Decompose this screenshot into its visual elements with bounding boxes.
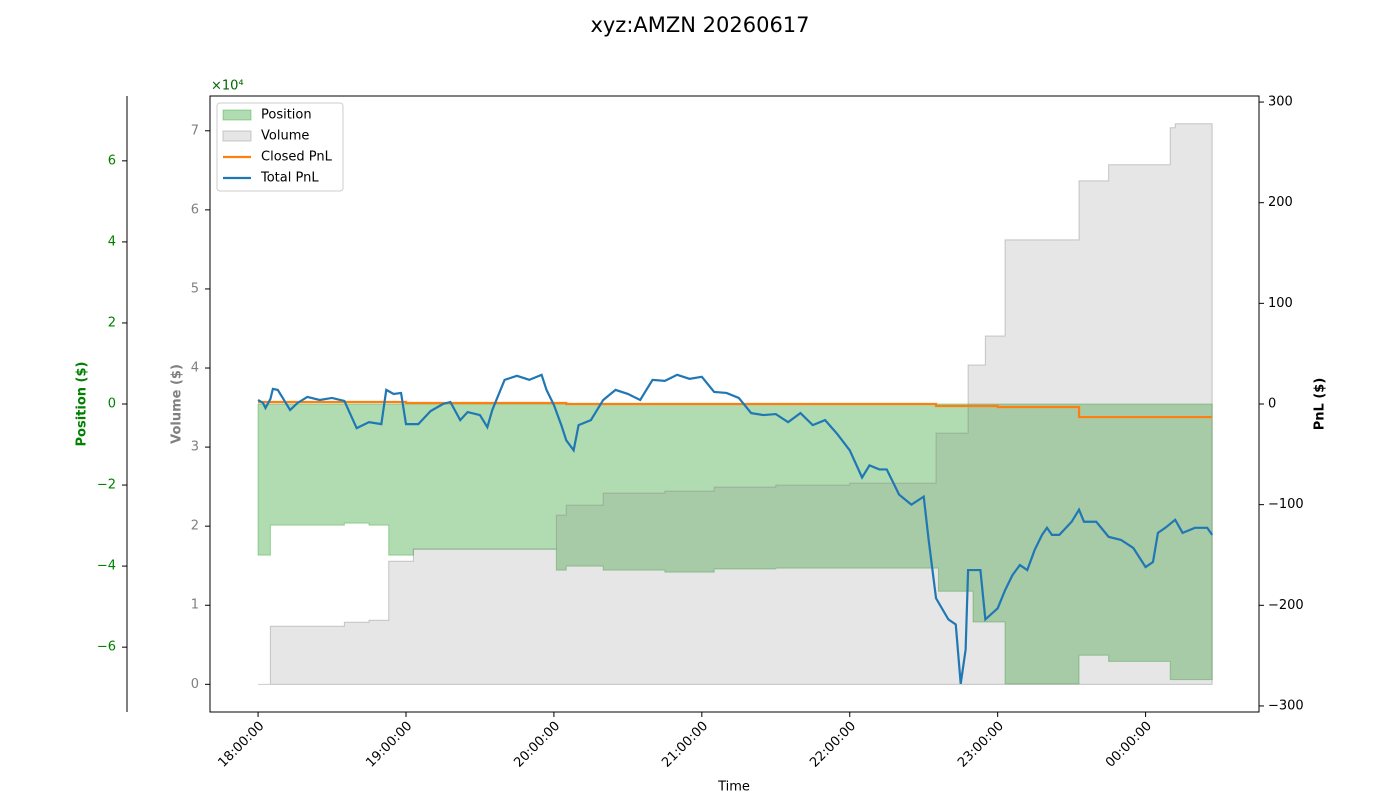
legend-label: Volume: [261, 129, 309, 144]
position-tick-label: 4: [108, 234, 116, 249]
position-tick-label: −6: [97, 640, 116, 655]
position-tick-label: 0: [108, 397, 116, 412]
volume-tick-label: 4: [191, 361, 199, 376]
volume-tick-label: 3: [191, 440, 199, 455]
pnl-tick-label: 100: [1268, 296, 1293, 311]
position-tick-label: 6: [108, 153, 116, 168]
area: [257, 403, 1213, 685]
chart-title: xyz:AMZN 20260617: [590, 13, 809, 37]
x-tick-label: 19:00:00: [363, 719, 415, 771]
volume-tick-label: 1: [191, 598, 199, 613]
x-tick-label: 00:00:00: [1103, 719, 1155, 771]
volume-tick-label: 2: [191, 519, 199, 534]
position-tick-label: −2: [97, 478, 116, 493]
volume-offset-text: ×10⁴: [211, 79, 244, 94]
position-axis-label: Position ($): [75, 362, 90, 447]
legend-label: Position: [261, 108, 312, 123]
x-axis-label: Time: [717, 780, 750, 795]
legend-label: Total PnL: [260, 171, 319, 186]
pnl-tick-label: −100: [1268, 497, 1304, 512]
volume-tick-label: 7: [191, 123, 199, 138]
area: [258, 123, 1213, 685]
legend-label: Closed PnL: [261, 150, 333, 165]
pnl-tick-label: −300: [1268, 698, 1304, 713]
x-tick-label: 18:00:00: [215, 719, 267, 771]
position-tick-label: −4: [97, 559, 116, 574]
x-tick-label: 21:00:00: [659, 719, 711, 771]
volume-tick-label: 0: [191, 677, 199, 692]
volume-tick-label: 5: [191, 281, 199, 296]
volume-axis-label: Volume ($): [170, 364, 185, 444]
legend-box: [216, 102, 344, 192]
pnl-axis-label: PnL ($): [1313, 378, 1328, 431]
x-tick-label: 22:00:00: [807, 719, 859, 771]
legend-swatch: [222, 109, 252, 121]
pnl-tick-label: −200: [1268, 598, 1304, 613]
pnl-tick-label: 0: [1268, 397, 1276, 412]
pnl-tick-label: 200: [1268, 195, 1293, 210]
line: [258, 400, 1213, 419]
line: [257, 373, 1214, 684]
x-tick-label: 20:00:00: [511, 719, 563, 771]
volume-tick-label: 6: [191, 202, 199, 217]
x-tick-label: 23:00:00: [955, 719, 1007, 771]
legend-swatch: [222, 130, 252, 142]
position-tick-label: 2: [108, 315, 116, 330]
pnl-tick-label: 300: [1268, 95, 1293, 110]
